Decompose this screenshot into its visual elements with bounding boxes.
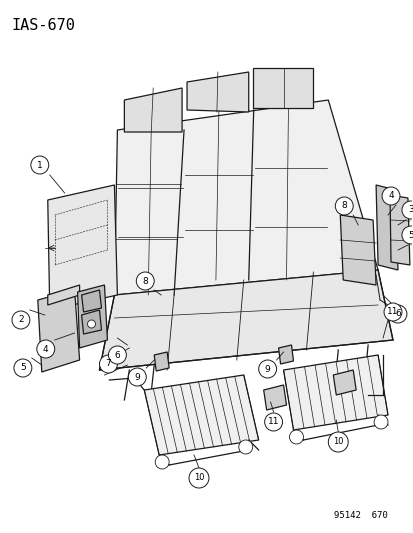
Polygon shape	[252, 68, 313, 108]
Polygon shape	[263, 385, 286, 410]
Text: 10: 10	[332, 438, 343, 447]
Circle shape	[328, 432, 347, 452]
Polygon shape	[332, 370, 355, 395]
Text: 3: 3	[407, 206, 413, 214]
Circle shape	[128, 368, 146, 386]
Text: 8: 8	[341, 201, 346, 211]
Circle shape	[258, 360, 276, 378]
Polygon shape	[283, 355, 387, 430]
Polygon shape	[278, 345, 293, 364]
Polygon shape	[81, 290, 101, 312]
Circle shape	[373, 415, 387, 429]
Polygon shape	[375, 185, 397, 270]
Circle shape	[12, 311, 30, 329]
Text: IAS-670: IAS-670	[12, 18, 76, 33]
Polygon shape	[114, 100, 377, 295]
Polygon shape	[187, 72, 248, 112]
Polygon shape	[339, 215, 375, 285]
Text: 6: 6	[114, 351, 120, 359]
Circle shape	[289, 430, 303, 444]
Polygon shape	[389, 195, 409, 265]
Text: 7: 7	[105, 359, 111, 368]
Circle shape	[401, 226, 413, 244]
Text: 9: 9	[134, 373, 140, 382]
Polygon shape	[77, 285, 107, 348]
Polygon shape	[47, 185, 117, 310]
Polygon shape	[154, 352, 169, 371]
Polygon shape	[124, 88, 182, 132]
Text: 10: 10	[193, 473, 204, 482]
Text: 4: 4	[43, 344, 48, 353]
Circle shape	[99, 355, 117, 373]
Circle shape	[383, 303, 401, 321]
Polygon shape	[47, 285, 79, 305]
Circle shape	[108, 346, 126, 364]
Circle shape	[31, 156, 49, 174]
Polygon shape	[38, 290, 79, 372]
Text: 95142  670: 95142 670	[333, 511, 387, 520]
Text: 8: 8	[142, 277, 148, 286]
Circle shape	[155, 455, 169, 469]
Text: 9: 9	[264, 365, 270, 374]
Circle shape	[37, 340, 55, 358]
Text: 1: 1	[37, 160, 43, 169]
Polygon shape	[144, 375, 258, 455]
Text: 11: 11	[386, 308, 398, 317]
Text: 2: 2	[18, 316, 24, 325]
Text: 4: 4	[387, 191, 393, 200]
Circle shape	[238, 440, 252, 454]
Circle shape	[335, 197, 352, 215]
Polygon shape	[99, 270, 392, 370]
Circle shape	[136, 272, 154, 290]
Text: 5: 5	[407, 230, 413, 239]
Circle shape	[14, 359, 32, 377]
Circle shape	[189, 468, 209, 488]
Circle shape	[401, 201, 413, 219]
Text: 5: 5	[20, 364, 26, 373]
Circle shape	[381, 187, 399, 205]
Text: 6: 6	[394, 310, 400, 319]
Polygon shape	[81, 310, 101, 334]
Circle shape	[388, 305, 406, 323]
Text: 11: 11	[267, 417, 279, 426]
Circle shape	[264, 413, 282, 431]
Circle shape	[87, 320, 95, 328]
